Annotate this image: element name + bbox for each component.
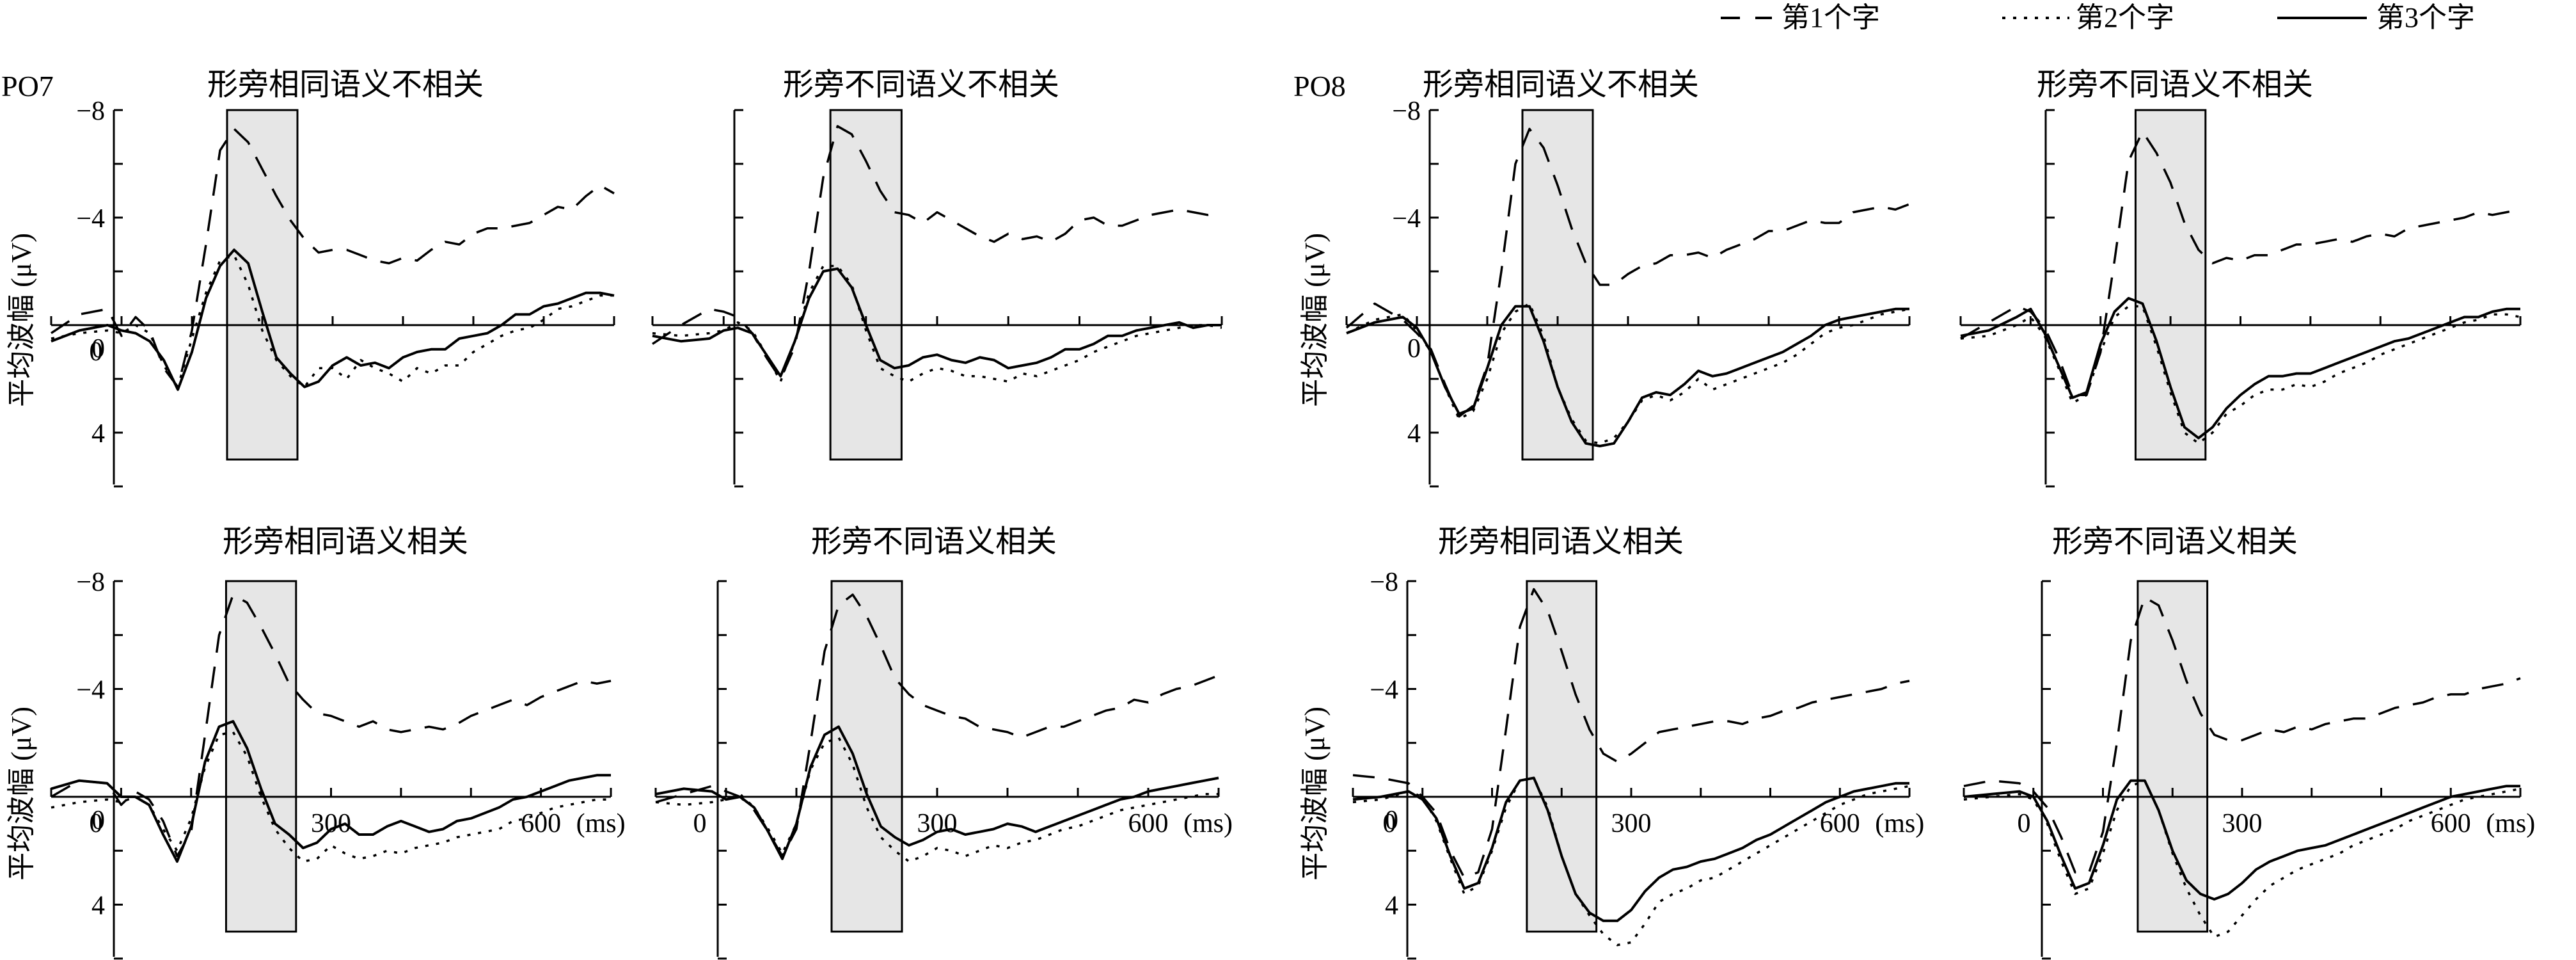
erp-panel-8: 形旁不同语义相关 0 300 600 (ms) — [1963, 525, 2535, 960]
electrode-labels: PO7 PO8 — [1, 70, 1346, 102]
panel-title: 形旁相同语义不相关 — [207, 68, 484, 102]
highlight-window — [1521, 109, 1594, 461]
y-tick-label: 4 — [1407, 419, 1421, 449]
trace-3 — [1352, 776, 1909, 922]
panel-title: 形旁不同语义相关 — [811, 525, 1057, 559]
trace-3 — [51, 248, 615, 391]
y-tick-label: 0 — [1385, 806, 1398, 835]
x-unit-label: (ms) — [1875, 809, 1924, 838]
x-tick-label: 0 — [1383, 809, 1396, 838]
trace-2 — [51, 731, 611, 863]
trace-1 — [655, 593, 1219, 858]
figure-legend: 第1个字 第2个字 第3个字 — [1721, 2, 2475, 33]
highlight-window — [225, 580, 297, 933]
panel-title: 形旁相同语义相关 — [1438, 525, 1684, 559]
y-tick-label: −4 — [76, 204, 105, 234]
trace-1 — [1345, 127, 1910, 418]
trace-2 — [1346, 302, 1910, 445]
x-tick-label: 0 — [90, 337, 103, 367]
x-unit-label: (ms) — [576, 809, 626, 838]
highlight-window — [830, 580, 903, 933]
erp-panel-6: 形旁不同语义相关 0 300 600 (ms) — [654, 525, 1233, 960]
trace-1 — [51, 593, 612, 858]
y-tick-label: 4 — [1385, 892, 1398, 921]
trace-1 — [51, 127, 615, 388]
y-axis-title-row1-right: 平均波幅 (μV) — [1299, 233, 1331, 407]
trace-3 — [1346, 305, 1909, 447]
trace-2 — [655, 736, 1219, 863]
y-axis-title-row1-left: 平均波幅 (μV) — [6, 233, 37, 407]
panel-title: 形旁相同语义相关 — [223, 525, 468, 559]
trace-1 — [1960, 130, 2521, 396]
y-tick-label: −4 — [1392, 204, 1421, 234]
panel-title: 形旁不同语义相关 — [2052, 525, 2298, 559]
x-tick-label: 0 — [693, 809, 707, 838]
trace-3 — [652, 267, 1222, 378]
legend-label-2: 第2个字 — [2076, 2, 2174, 33]
panel-title: 形旁相同语义不相关 — [1423, 68, 1699, 102]
highlight-window — [226, 109, 299, 461]
x-unit-label: (ms) — [2486, 809, 2535, 838]
x-tick-label: 600 — [1128, 809, 1169, 838]
trace-1 — [1963, 596, 2521, 874]
y-tick-label: 0 — [91, 806, 105, 835]
trace-1 — [1352, 588, 1910, 879]
x-tick-label: 300 — [1611, 809, 1652, 838]
trace-3 — [1960, 297, 2520, 440]
y-tick-label: −4 — [76, 676, 105, 705]
x-tick-label: 600 — [1820, 809, 1860, 838]
electrode-label-po7: PO7 — [1, 70, 54, 102]
legend-label-3: 第3个字 — [2376, 2, 2475, 33]
x-tick-label: 0 — [2018, 809, 2031, 838]
erp-panel-4: 形旁不同语义不相关 — [1959, 68, 2522, 488]
panel-title: 形旁不同语义不相关 — [2037, 68, 2313, 102]
highlight-window — [829, 109, 903, 461]
trace-3 — [51, 720, 611, 863]
y-tick-label: 4 — [91, 419, 105, 449]
erp-panel-3: 形旁相同语义不相关−8 −4 0 4 — [1345, 68, 1911, 488]
x-tick-label: 600 — [2431, 809, 2471, 838]
y-tick-label: 0 — [1407, 334, 1421, 364]
y-tick-label: 4 — [91, 892, 105, 921]
x-unit-label: (ms) — [1183, 809, 1233, 838]
electrode-label-po8: PO8 — [1293, 70, 1346, 102]
y-tick-label: −4 — [1370, 676, 1398, 705]
trace-2 — [1960, 305, 2521, 445]
x-tick-label: 0 — [90, 809, 103, 838]
y-tick-label: −8 — [1392, 97, 1421, 126]
y-axis-title-row2-right: 平均波幅 (μV) — [1299, 707, 1331, 881]
legend-label-1: 第1个字 — [1782, 2, 1880, 33]
y-axis-titles: 平均波幅 (μV) 平均波幅 (μV) 平均波幅 (μV) 平均波幅 (μV) — [6, 233, 1331, 881]
highlight-window — [2137, 580, 2209, 933]
erp-panel-2: 形旁不同语义不相关 — [651, 68, 1223, 488]
trace-3 — [655, 725, 1219, 860]
y-tick-label: 0 — [91, 334, 105, 364]
trace-2 — [1963, 779, 2521, 938]
y-tick-label: −8 — [76, 97, 105, 126]
y-axis-title-row2-left: 平均波幅 (μV) — [6, 707, 37, 881]
y-tick-label: −8 — [76, 568, 105, 597]
panel-title: 形旁不同语义不相关 — [783, 68, 1059, 102]
highlight-window — [2134, 109, 2207, 461]
highlight-window — [1526, 580, 1598, 933]
x-tick-label: 300 — [2222, 809, 2263, 838]
y-tick-label: −8 — [1370, 568, 1398, 597]
x-tick-label: 300 — [917, 809, 958, 838]
trace-3 — [1963, 779, 2520, 901]
